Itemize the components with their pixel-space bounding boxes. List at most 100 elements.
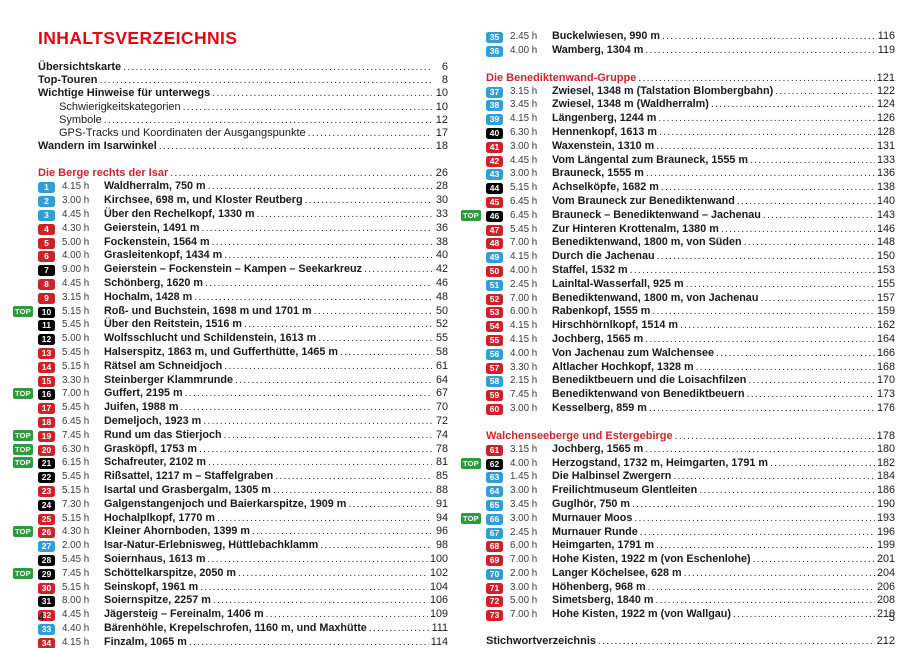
- tour-page-number: 61: [435, 359, 448, 372]
- tour-page-number: 96: [435, 525, 448, 538]
- dot-leader: [649, 402, 875, 415]
- toc-tour-row: TOP 26 4.30 h Kleiner Ahornboden, 1399 m 96: [13, 525, 448, 539]
- dot-leader: [646, 167, 875, 180]
- dot-leader: [123, 61, 432, 74]
- toc-tour-row: 48 7.00 h Benediktenwand, 1800 m, von Süde…: [486, 236, 895, 250]
- tour-title: Brauneck, 1555 m: [552, 167, 644, 180]
- top-tour-badge: TOP: [13, 429, 33, 441]
- tour-duration: 2.00 h: [510, 567, 538, 579]
- tour-duration: 7.00 h: [510, 292, 538, 304]
- tour-title: Rätsel am Schneidjoch: [104, 359, 223, 372]
- tour-duration: 3.00 h: [510, 168, 538, 180]
- tour-title: Demeljoch, 1923 m: [104, 414, 202, 427]
- tour-number-badge-easy: 37: [486, 86, 503, 98]
- dot-leader: [675, 430, 875, 443]
- top-tour-badge: TOP: [13, 305, 33, 317]
- toc-tour-row: 1 4.15 h Waldherralm, 750 m 28: [38, 180, 448, 194]
- section-page-number: 178: [876, 429, 895, 442]
- tour-number-badge-hard: 31: [38, 596, 55, 608]
- tour-duration: 7.45 h: [62, 429, 90, 441]
- toc-tour-row: 41 3.00 h Waxenstein, 1310 m 131: [486, 140, 895, 154]
- tour-title: Achselköpfe, 1682 m: [552, 181, 659, 194]
- tour-title: Wolfsschlucht und Schildenstein, 1613 m: [104, 332, 317, 345]
- dot-leader: [308, 127, 432, 140]
- dot-leader: [645, 443, 875, 456]
- tour-number-badge-easy: 56: [486, 348, 503, 360]
- toc-tour-row: 7 9.00 h Geierstein – Fockenstein – Kampen…: [38, 263, 448, 277]
- tour-title: Geierstein – Fockenstein – Kampen – Seek…: [104, 263, 363, 276]
- dot-leader: [632, 498, 875, 511]
- section-heading-label: Walchenseeberge und Estergebirge: [486, 429, 673, 442]
- dot-leader: [275, 470, 432, 483]
- toc-entry-row: Stichwortverzeichnis 212: [486, 635, 895, 648]
- tour-number-badge-medium: 69: [486, 555, 503, 567]
- tour-number-badge-easy: 58: [486, 376, 503, 388]
- toc-entry-row: GPS-Tracks und Koordinaten der Ausgangsp…: [38, 127, 448, 140]
- toc-block-tours: 61 3.15 h Jochberg, 1565 m 180 TOP 62 4.00 h He…: [461, 443, 895, 622]
- entry-label: Top-Touren: [38, 74, 98, 87]
- toc-tour-row: 54 4.15 h Hirschhörnlkopf, 1514 m 162: [486, 319, 895, 333]
- toc-section-heading: Die Berge rechts der Isar 26: [38, 167, 448, 180]
- tour-duration: 3.00 h: [510, 402, 538, 414]
- toc-tour-row: TOP 16 7.00 h Guffert, 2195 m 67: [13, 387, 448, 401]
- dot-leader: [217, 512, 432, 525]
- tour-number-badge-medium: 8: [38, 279, 55, 290]
- tour-duration: 4.15 h: [62, 636, 90, 648]
- tour-number-badge-easy: 1: [38, 182, 55, 194]
- toc-tour-row: 25 5.15 h Hochalplkopf, 1770 m 94: [38, 512, 448, 526]
- dot-leader: [652, 305, 875, 318]
- toc-block-tours: 35 2.45 h Buckelwiesen, 990 m 116 36 4.00 h Wa…: [486, 30, 895, 58]
- tour-number-badge-medium: 55: [486, 334, 503, 346]
- tour-duration: 4.00 h: [510, 347, 538, 359]
- tour-title: Jägersteig – Fereinalm, 1406 m: [104, 608, 264, 621]
- tour-title: Simetsberg, 1840 m: [552, 594, 654, 607]
- top-tour-badge: TOP: [13, 526, 33, 538]
- tour-page-number: 148: [876, 236, 895, 249]
- tour-page-number: 140: [876, 194, 895, 207]
- toc-tour-row: 65 3.45 h Guglhör, 750 m 190: [486, 498, 895, 512]
- tour-duration: 4.00 h: [510, 457, 538, 469]
- page-title: INHALTSVERZEICHNIS: [38, 28, 238, 48]
- tour-number-badge-medium: 59: [486, 390, 503, 402]
- tour-title: Wamberg, 1304 m: [552, 43, 644, 56]
- tour-title: Kirchsee, 698 m, und Kloster Reutberg: [104, 194, 303, 207]
- page-right: 35 2.45 h Buckelwiesen, 990 m 116 36 4.00 h Wa…: [461, 0, 895, 648]
- dot-leader: [212, 236, 432, 249]
- tour-number-badge-easy: 64: [486, 486, 503, 498]
- tour-title: Benediktenwand, 1800 m, von Süden: [552, 236, 742, 249]
- tour-page-number: 128: [876, 125, 895, 138]
- tour-title: Isar-Natur-Erlebnisweg, Hüttlebachklamm: [104, 539, 319, 552]
- tour-title: Durch die Jachenau: [552, 250, 655, 263]
- dot-leader: [659, 126, 875, 139]
- tour-duration: 5.15 h: [62, 512, 90, 524]
- tour-number-badge-easy: 38: [486, 100, 503, 112]
- section-page-number: 121: [876, 71, 895, 84]
- tour-number-badge-easy: 66: [486, 513, 503, 525]
- tour-number-badge-medium: 60: [486, 403, 503, 415]
- toc-tour-row: 72 5.00 h Simetsberg, 1840 m 208: [486, 594, 895, 608]
- tour-number-badge-easy: 51: [486, 279, 503, 291]
- toc-entry-row: Symbole 12: [38, 114, 448, 127]
- dot-leader: [680, 319, 875, 332]
- tour-title: Soiernspitze, 2257 m: [104, 594, 211, 607]
- tour-duration: 5.15 h: [62, 581, 90, 593]
- tour-title: Isartal und Grasbergalm, 1305 m: [104, 483, 271, 496]
- tour-duration: 7.00 h: [62, 388, 90, 400]
- tour-page-number: 124: [876, 98, 895, 111]
- toc-tour-row: 28 5.45 h Soiernhaus, 1613 m 100: [38, 553, 448, 567]
- dot-leader: [369, 622, 430, 635]
- tour-title: Buckelwiesen, 990 m: [552, 30, 661, 42]
- tour-page-number: 155: [876, 277, 895, 290]
- tour-title: Murnauer Moos: [552, 511, 633, 524]
- toc-block-frontmatter: Stichwortverzeichnis 212: [486, 635, 895, 648]
- tour-title: Über den Reitstein, 1516 m: [104, 318, 243, 331]
- dot-leader: [203, 415, 432, 428]
- dot-leader: [200, 581, 428, 594]
- toc-block-tours: 1 4.15 h Waldherralm, 750 m 28 2 3.00 h Kirchs…: [13, 180, 448, 648]
- tour-page-number: 136: [876, 167, 895, 180]
- tour-number-badge-medium: 19: [38, 430, 55, 442]
- dot-leader: [721, 223, 875, 236]
- toc-tour-row: 59 7.45 h Benediktenwand von Benediktbeuer…: [486, 388, 895, 402]
- tour-page-number: 153: [876, 263, 895, 276]
- dot-leader: [684, 567, 875, 580]
